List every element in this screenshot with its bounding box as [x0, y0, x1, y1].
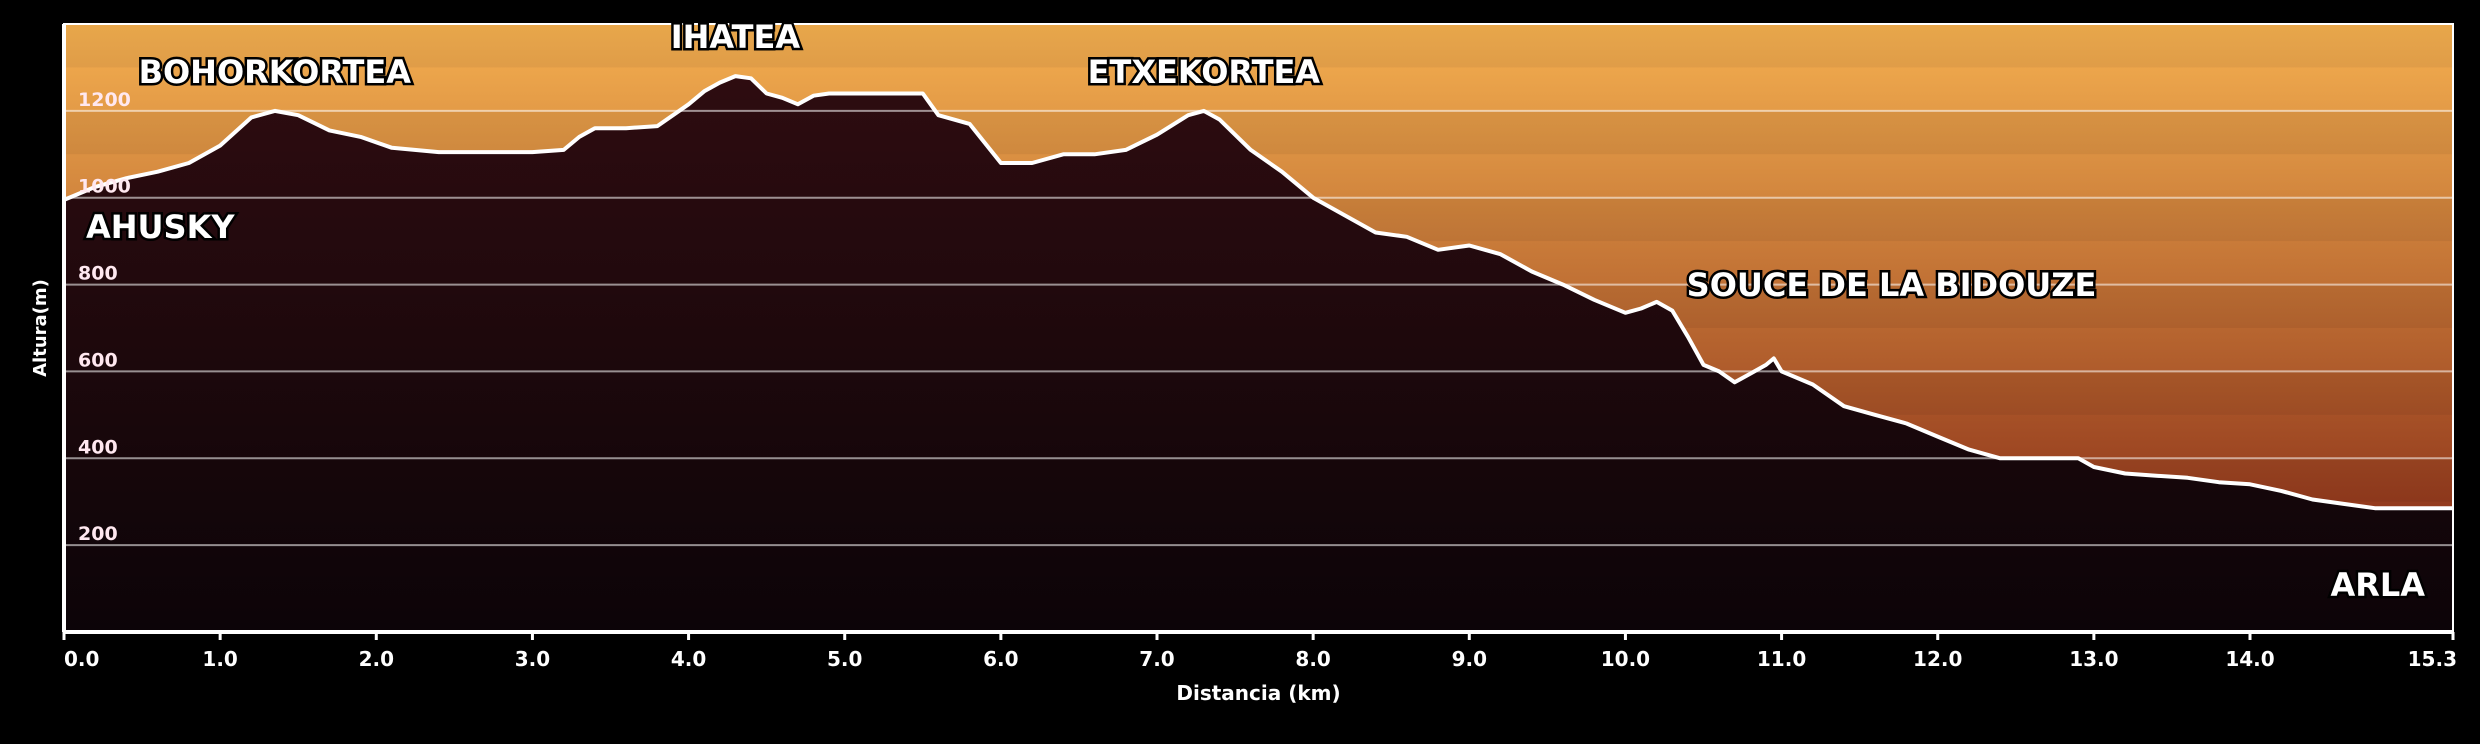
y-tick-label: 400 [78, 436, 118, 458]
y-tick-label: 800 [78, 263, 118, 285]
place-label: AHUSKY [86, 208, 235, 246]
x-tick-label: 6.0 [983, 647, 1018, 671]
y-tick-label: 600 [78, 349, 118, 371]
y-tick-label: 1000 [78, 176, 131, 198]
y-tick-label: 1200 [78, 89, 131, 111]
plot-area [64, 24, 2453, 632]
x-tick-label: 0.0 [64, 647, 99, 671]
place-label: ETXEKORTEA [1088, 53, 1321, 91]
plot-frame [62, 23, 2454, 634]
x-tick-label: 14.0 [2225, 647, 2274, 671]
y-tick-label: 200 [78, 523, 118, 545]
y-axis-title: Altura(m) [30, 279, 51, 377]
x-axis-ticks: 0.0 1.0 2.0 3.0 4.0 5.0 6.0 7.0 8.0 9.0 10.0 11.0 12… [62, 632, 2457, 671]
place-label: IHATEA [671, 18, 801, 56]
place-labels: BOHORKORTEA IHATEA ETXEKORTEA AHUSKY SOUCE D… [84, 16, 2428, 607]
x-tick-label: 9.0 [1452, 647, 1487, 671]
x-tick-label: 5.0 [827, 647, 862, 671]
x-tick-label: 3.0 [515, 647, 550, 671]
x-tick-label: 15.3 [2408, 647, 2457, 671]
place-label: SOUCE DE LA BIDOUZE [1687, 266, 2097, 304]
place-label: ARLA [2330, 566, 2425, 604]
background-band [64, 24, 2453, 68]
x-tick-label: 10.0 [1601, 647, 1650, 671]
elevation-line [64, 74, 2453, 511]
x-tick-label: 4.0 [671, 647, 706, 671]
x-tick-label: 1.0 [202, 647, 237, 671]
x-tick-label: 11.0 [1757, 647, 1806, 671]
x-tick-label: 8.0 [1295, 647, 1330, 671]
x-tick-label: 13.0 [2069, 647, 2118, 671]
x-tick-label: 7.0 [1139, 647, 1174, 671]
x-tick-label: 2.0 [359, 647, 394, 671]
elevation-area [64, 76, 2453, 632]
y-axis-ticks: 200 400 600 800 1000 1200 [78, 89, 131, 545]
background-band [64, 110, 2453, 155]
x-axis-title: Distancia (km) [1176, 681, 1340, 705]
place-label: BOHORKORTEA [139, 53, 412, 91]
x-tick-label: 12.0 [1913, 647, 1962, 671]
